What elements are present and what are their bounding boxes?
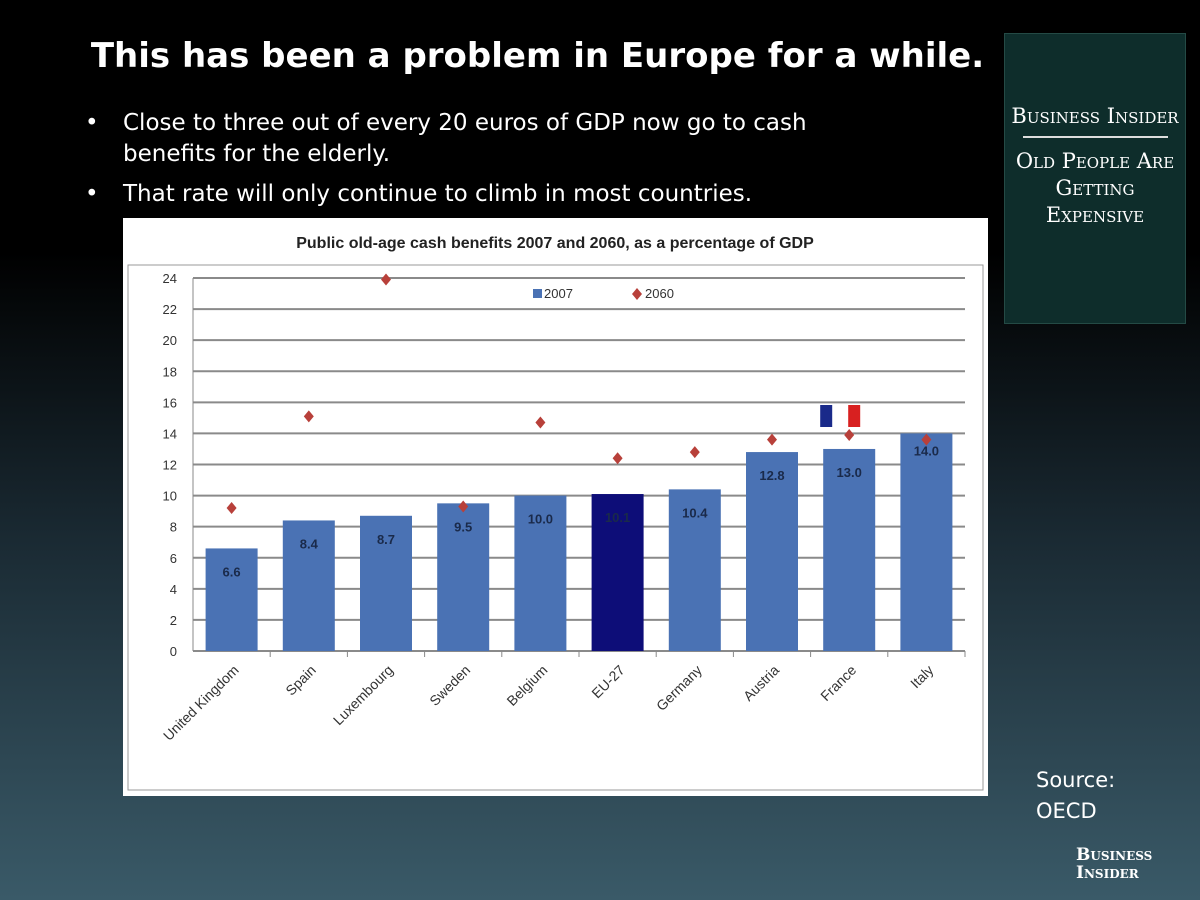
legend-label-2007: 2007 [544,286,573,301]
x-tick-label: Spain [282,662,319,699]
bullet-dot: • [85,181,99,207]
business-insider-logo: Business Insider [1076,845,1153,883]
bar-2007 [360,515,412,651]
marker-2060 [226,502,237,515]
x-tick-label: Austria [740,662,782,704]
y-tick-label: 4 [170,582,177,597]
bar-2007 [746,452,798,651]
marker-2060 [689,446,700,459]
x-tick-label: EU-27 [588,662,628,702]
y-tick-label: 20 [163,333,177,348]
chart-title: Public old-age cash benefits 2007 and 20… [296,235,814,252]
bar-2007 [668,489,721,651]
x-tick-label: Sweden [426,662,473,709]
bar-value-label: 10.4 [682,505,708,520]
y-tick-label: 2 [170,613,177,628]
marker-2060 [767,433,777,446]
topic-panel: Business Insider Old People Are Getting … [1004,33,1186,324]
plot-frame [127,264,984,791]
bar-value-label: 8.7 [377,532,395,547]
y-tick-label: 18 [163,364,177,379]
x-tick-label: Germany [653,662,705,714]
bar-2007 [900,433,953,651]
x-tick-label: United Kingdom [160,662,242,744]
bar-2007 [437,503,490,651]
marker-2060 [921,433,932,446]
y-tick-label: 0 [170,644,177,659]
chart-svg: Public old-age cash benefits 2007 and 20… [127,235,984,791]
y-tick-label: 14 [163,426,177,441]
panel-divider [1022,136,1168,138]
x-tick-label: Luxembourg [330,662,396,728]
bar-2007 [591,494,644,651]
bar-value-label: 10.1 [605,510,630,525]
bar-2007 [205,548,258,651]
y-tick-label: 22 [163,302,177,317]
bar-value-label: 13.0 [837,465,862,480]
marker-2060 [844,428,855,441]
marker-2060 [381,273,391,286]
legend-swatch-2060 [632,288,642,300]
marker-2060 [458,500,469,513]
bar-value-label: 10.0 [528,512,553,527]
bar-2007 [823,448,876,651]
bar-value-label: 9.5 [454,519,472,534]
y-tick-label: 12 [163,458,177,473]
y-tick-label: 6 [170,551,177,566]
bullet-text: That rate will only continue to climb in… [123,181,753,207]
marker-2060 [612,452,623,465]
bar-2007 [514,495,567,651]
marker-2060 [535,416,546,429]
bullet-dot: • [85,110,99,136]
france-flag-icon [848,405,861,427]
y-tick-label: 8 [170,520,177,535]
x-tick-label: Belgium [503,662,550,709]
x-tick-label: France [817,662,859,704]
bar-value-label: 6.6 [223,564,241,579]
legend-swatch-2007 [533,289,542,298]
marker-2060 [303,410,314,423]
bar-2007 [282,520,335,651]
y-tick-label: 10 [163,489,177,504]
legend-label-2060: 2060 [645,286,674,301]
panel-brand: Business Insider [1011,104,1179,128]
y-tick-label: 16 [163,395,177,410]
bar-value-label: 14.0 [914,443,939,458]
bullet-text: Close to three out of every 20 euros of … [123,110,807,167]
source-note: Source: OECD [1036,768,1116,823]
bar-value-label: 12.8 [759,468,784,483]
panel-topic: Old People Are Getting Expensive [1015,149,1175,227]
france-flag-icon [820,405,833,427]
chart: Public old-age cash benefits 2007 and 20… [123,218,988,796]
x-tick-label: Italy [907,662,936,691]
slide-title: This has been a problem in Europe for a … [90,36,985,76]
y-tick-label: 24 [163,271,177,286]
bar-value-label: 8.4 [300,536,319,551]
